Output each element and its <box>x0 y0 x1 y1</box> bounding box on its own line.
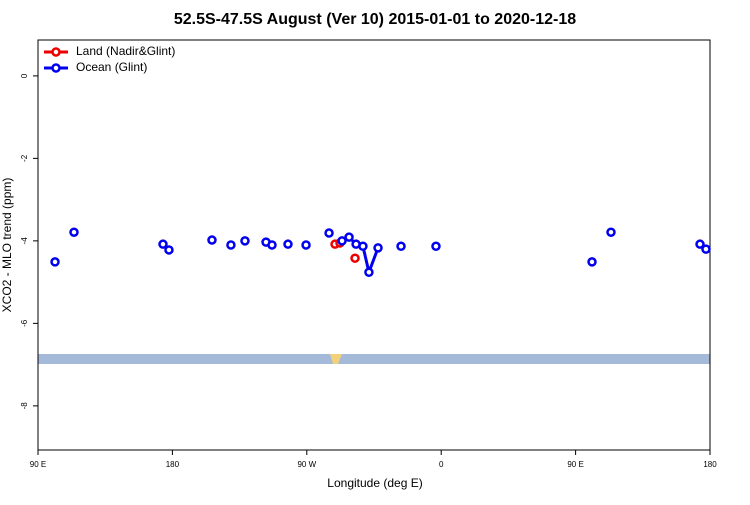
legend-label: Land (Nadir&Glint) <box>76 44 175 58</box>
point <box>283 239 293 249</box>
x-tick-label: 90 E <box>567 460 583 469</box>
point <box>267 240 277 250</box>
legend-marker <box>51 47 61 57</box>
x-tick-label: 180 <box>703 460 717 469</box>
point <box>69 227 79 237</box>
point <box>358 241 368 251</box>
point <box>350 253 360 263</box>
y-axis-label: XCO2 - MLO trend (ppm) <box>0 178 14 313</box>
chart-title: 52.5S-47.5S August (Ver 10) 2015-01-01 t… <box>174 11 576 28</box>
x-tick-label: 90 E <box>30 460 46 469</box>
legend-marker <box>51 63 61 73</box>
point <box>301 240 311 250</box>
point <box>606 227 616 237</box>
point <box>373 243 383 253</box>
legend-label: Ocean (Glint) <box>76 60 147 74</box>
x-tick-label: 0 <box>439 460 444 469</box>
point <box>337 236 347 246</box>
map-strip <box>38 354 710 364</box>
series-line <box>342 237 706 272</box>
point <box>164 245 174 255</box>
point <box>50 257 60 267</box>
point <box>158 239 168 249</box>
point <box>364 267 374 277</box>
y-tick-label: -6 <box>20 319 29 327</box>
point <box>226 240 236 250</box>
point <box>701 244 711 254</box>
x-axis-label: Longitude (deg E) <box>327 476 422 490</box>
point <box>207 235 217 245</box>
point <box>396 241 406 251</box>
x-tick-label: 180 <box>166 460 180 469</box>
y-tick-label: -4 <box>20 237 29 245</box>
point <box>587 257 597 267</box>
point <box>695 239 705 249</box>
y-tick-label: 0 <box>20 73 29 78</box>
point <box>344 232 354 242</box>
point <box>431 241 441 251</box>
y-tick-label: -8 <box>20 402 29 410</box>
y-tick-label: -2 <box>20 154 29 162</box>
land-patch <box>330 354 342 364</box>
point <box>324 228 334 238</box>
point <box>240 236 250 246</box>
x-tick-label: 90 W <box>297 460 316 469</box>
plot-frame <box>37 39 711 451</box>
